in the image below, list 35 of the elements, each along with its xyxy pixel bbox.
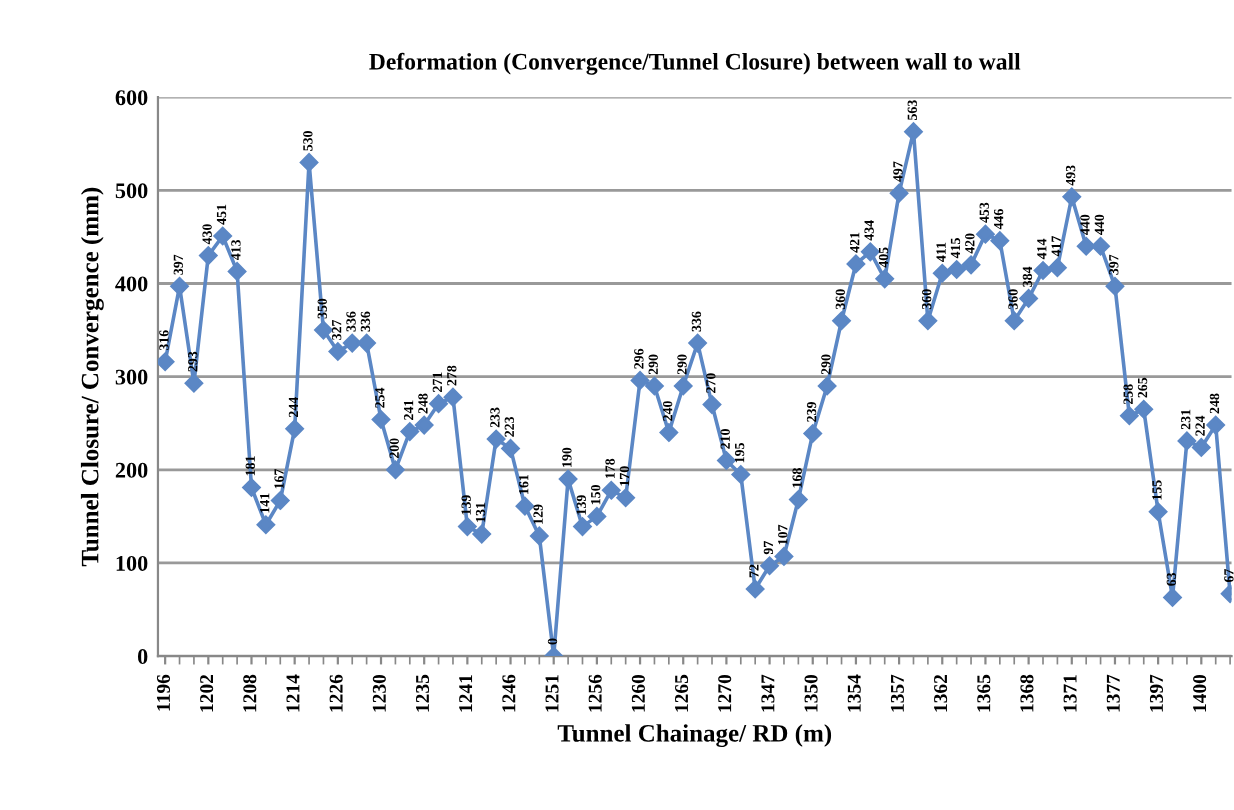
y-tick-label: 400 [115, 276, 148, 292]
x-tick-label: 1377 [1106, 674, 1120, 712]
x-tick-label: 1202 [200, 674, 214, 712]
x-tick-label: 1241 [459, 675, 473, 712]
x-tick-label: 1347 [761, 674, 775, 712]
x-tick-label: 1354 [847, 674, 861, 712]
y-tick-label: 0 [137, 649, 148, 665]
y-tick-label: 500 [115, 183, 148, 199]
x-tick-label: 1214 [286, 674, 300, 712]
x-tick-label: 1400 [1193, 674, 1207, 712]
x-tick-label: 1357 [890, 674, 904, 712]
x-tick-label: 1350 [804, 674, 818, 712]
x-tick-label: 1365 [977, 674, 991, 712]
x-tick-label: 1397 [1149, 674, 1163, 712]
y-tick-label: 100 [116, 555, 148, 571]
x-tick-label: 1260 [631, 674, 645, 712]
x-tick-label: 1251 [545, 675, 559, 712]
x-tick-label: 1362 [934, 674, 948, 712]
x-tick-label: 1226 [329, 674, 343, 712]
x-axis-title: Tunnel Chainage/ RD (m) [557, 724, 832, 748]
x-tick-label: 1371 [1063, 675, 1077, 712]
y-tick-label: 200 [115, 462, 148, 478]
x-tick-label: 1246 [502, 674, 516, 712]
x-tick-label: 1230 [372, 674, 386, 712]
x-tick-label: 1270 [718, 674, 732, 712]
chart-title: Deformation (Convergence/Tunnel Closure) between wall to wall [369, 52, 1021, 75]
x-tick-label: 1265 [675, 674, 689, 712]
x-tick-label: 1235 [415, 674, 430, 712]
x-tick-label: 1208 [243, 674, 257, 712]
y-tick-label: 600 [115, 90, 148, 106]
x-tick-label: 1256 [588, 674, 602, 712]
x-tick-label: 1196 [156, 674, 171, 711]
x-tick-label: 1368 [1020, 674, 1034, 712]
y-tick-label: 300 [115, 369, 148, 385]
y-axis-title: Tunnel Closure/ Convergence (mm) [80, 187, 104, 567]
